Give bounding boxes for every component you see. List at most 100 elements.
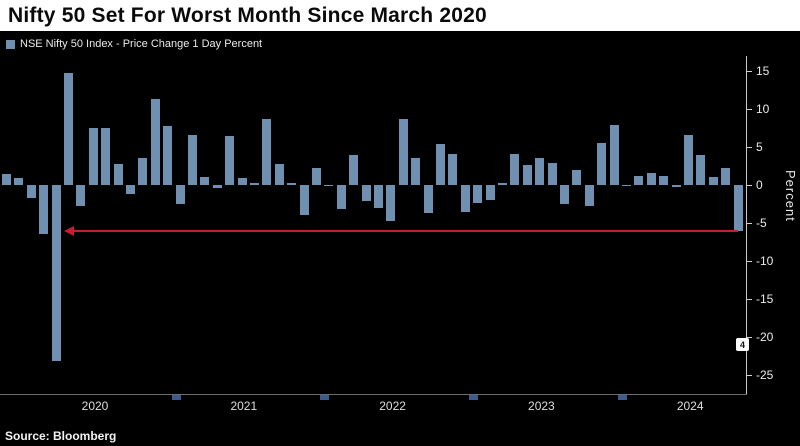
bar-2020-01 [26,185,36,198]
bar-2023-09 [572,169,582,186]
bar-2019-12 [14,178,24,186]
bar-2021-12 [312,168,321,186]
y-tick-mark [746,147,752,149]
bar-2023-11 [597,143,607,186]
y-axis-line [746,56,747,395]
y-tick-label: -10 [756,253,774,268]
x-boundary-tick [320,395,330,400]
x-tick-label-2020: 2020 [81,399,109,413]
y-tick-mark [746,374,752,376]
bar-2021-11 [299,185,309,215]
bar-2023-02 [485,185,495,201]
bar-2021-07 [250,182,259,186]
y-tick-label: 10 [756,102,770,117]
bar-2020-09 [126,185,135,195]
legend-swatch-icon [6,39,15,49]
bar-2021-05 [225,135,235,186]
y-tick-label: -25 [756,367,774,382]
bar-2021-08 [262,119,272,186]
bar-2021-03 [200,176,210,186]
bar-2021-01 [175,185,185,204]
bar-2022-06 [386,185,396,222]
bar-2021-04 [212,185,222,189]
y-tick-label: 0 [756,178,763,193]
y-tick-label: -15 [756,291,774,306]
bar-2023-08 [560,185,569,204]
y-tick-mark [746,336,752,338]
y-tick-mark [746,185,752,187]
bar-2024-04 [659,175,669,186]
y-tick-label: -20 [756,329,774,344]
bar-2020-03 [51,185,61,362]
x-boundary-tick [469,395,479,400]
bar-2024-08 [708,176,718,186]
arrow-head-icon [63,225,74,236]
bar-2020-11 [150,98,160,186]
bar-2023-04 [510,153,520,186]
x-tick-label-2021: 2021 [230,399,258,413]
x-tick-label-2023: 2023 [528,399,555,413]
bar-2024-05 [671,185,681,188]
y-tick-label: 5 [756,140,763,155]
bar-2022-05 [374,185,383,208]
bar-2023-01 [473,185,483,204]
y-tick-mark [746,260,752,262]
bar-2022-11 [448,153,458,186]
bar-2024-10 [733,185,743,231]
bar-2024-02 [634,175,644,186]
x-tick-label-2022: 2022 [379,399,406,413]
bar-2020-12 [163,125,173,186]
bar-2024-07 [696,155,706,186]
bar-2020-10 [138,158,148,186]
y-tick-mark [746,71,752,73]
bloomberg-watermark-icon: 4 [736,338,749,351]
y-axis-title: Percent [783,170,798,222]
bar-2022-10 [436,144,445,186]
x-boundary-tick [618,395,627,400]
chart-title: Nifty 50 Set For Worst Month Since March… [8,3,487,27]
bar-2023-07 [547,163,557,186]
y-tick-label: -5 [756,216,767,230]
bar-2020-08 [113,163,123,186]
bar-2023-06 [535,158,545,186]
y-tick-mark [746,109,752,111]
bar-2022-01 [324,185,334,187]
bar-2023-12 [609,125,619,186]
bar-2022-09 [423,185,433,214]
bar-2020-02 [39,185,49,234]
x-axis-line [0,394,747,395]
bar-2024-01 [622,185,631,187]
bar-2020-05 [76,185,86,207]
source-credit: Source: Bloomberg [5,429,117,443]
x-tick-label-2024: 2024 [676,399,704,413]
bar-2023-03 [498,182,507,186]
bar-2022-02 [336,185,346,209]
bar-2021-02 [188,134,197,186]
bar-2022-08 [411,158,421,186]
bar-2023-10 [584,185,594,207]
legend-label: NSE Nifty 50 Index - Price Change 1 Day … [20,38,263,50]
y-tick-mark [746,298,752,300]
bar-2019-11 [2,173,11,186]
bar-2021-09 [274,163,284,186]
bar-2024-06 [684,134,693,186]
arrow-shaft [71,229,739,232]
bar-2021-06 [237,178,247,186]
bar-2022-04 [361,185,371,201]
bar-2022-07 [398,119,408,186]
bar-2020-06 [88,128,98,186]
bar-2024-03 [646,172,656,186]
bar-2022-12 [460,185,470,212]
x-boundary-tick [171,395,181,400]
bar-2020-04 [64,73,73,186]
bar-2021-10 [287,182,297,186]
title-bar: Nifty 50 Set For Worst Month Since March… [0,0,800,31]
y-tick-mark [746,223,752,224]
bar-2023-05 [522,165,532,186]
y-tick-label: 15 [756,64,770,79]
legend: NSE Nifty 50 Index - Price Change 1 Day … [6,38,262,50]
bar-2022-03 [349,154,359,186]
bar-2024-09 [721,167,731,186]
bar-2020-07 [101,128,111,186]
